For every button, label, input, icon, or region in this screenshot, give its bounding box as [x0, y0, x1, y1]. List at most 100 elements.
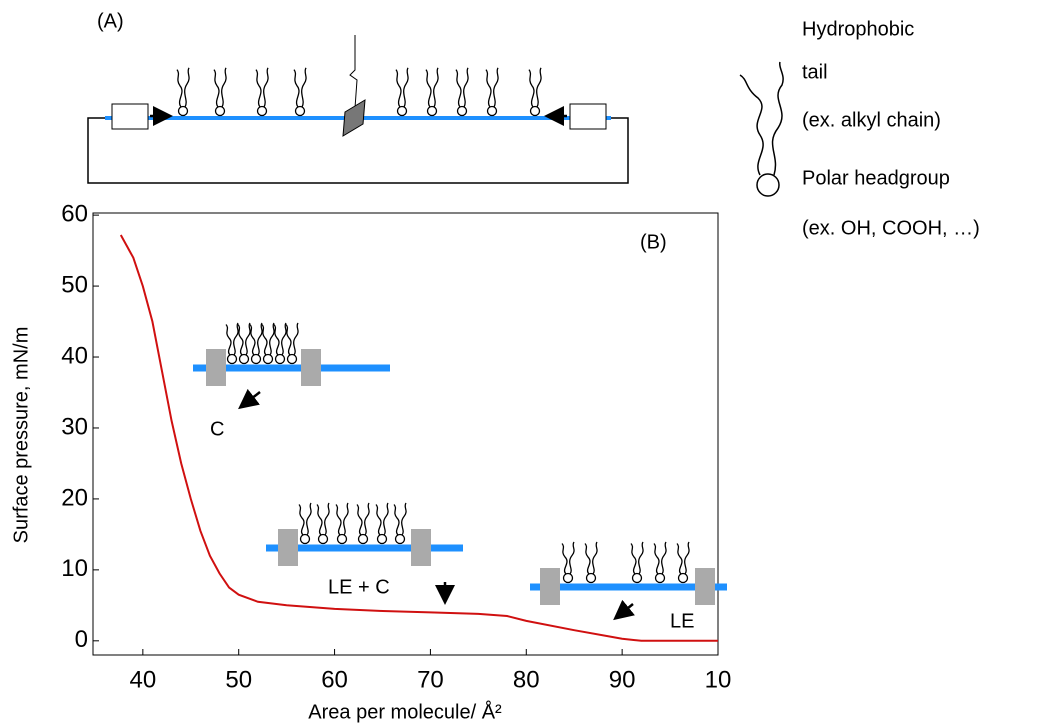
- headgroup: [426, 105, 438, 117]
- tail: [771, 61, 784, 176]
- tail: [375, 504, 382, 536]
- tail: [255, 69, 262, 108]
- legend-text: Hydrophobic: [802, 18, 914, 40]
- insets: [193, 322, 727, 621]
- y-tick-label: 30: [61, 413, 88, 440]
- tail: [569, 541, 575, 575]
- tail: [676, 543, 683, 575]
- tail: [306, 502, 312, 536]
- trough: [87, 117, 629, 184]
- barrier: [569, 103, 607, 130]
- headgroup: [394, 533, 406, 545]
- headgroup: [677, 572, 689, 584]
- tail: [293, 69, 300, 108]
- headgroup: [226, 353, 238, 365]
- panel-label: (A): [97, 10, 124, 32]
- x-tick-label: 70: [417, 666, 444, 693]
- headgroup: [262, 353, 274, 365]
- headgroup: [299, 533, 311, 545]
- tail: [316, 504, 323, 536]
- x-axis-label: Area per molecule/ Å²: [308, 700, 502, 723]
- tail: [298, 504, 305, 536]
- barrier: [278, 529, 298, 566]
- tail: [356, 504, 363, 536]
- tail: [301, 67, 307, 108]
- barrier: [695, 568, 715, 605]
- y-tick-label: 50: [61, 271, 88, 298]
- tail: [433, 67, 439, 108]
- tail: [661, 541, 667, 575]
- x-tick-label: 90: [609, 666, 636, 693]
- legend-text: tail: [802, 61, 828, 83]
- tail: [273, 324, 280, 356]
- headgroup: [250, 353, 262, 365]
- wire: [349, 35, 358, 109]
- headgroup: [529, 105, 541, 117]
- tail: [281, 322, 287, 356]
- tail: [592, 541, 598, 575]
- tail: [269, 322, 275, 356]
- headgroup: [456, 105, 468, 117]
- tail: [403, 67, 409, 108]
- headgroup: [562, 572, 574, 584]
- tail: [213, 69, 220, 108]
- annotation: LE: [670, 610, 694, 632]
- tail: [455, 69, 462, 108]
- tail: [393, 504, 400, 536]
- tail: [293, 322, 299, 356]
- x-tick-label: 50: [225, 666, 252, 693]
- tail: [383, 502, 389, 536]
- x-tick-label: 60: [321, 666, 348, 693]
- tail: [343, 502, 349, 536]
- tail: [257, 322, 263, 356]
- headgroup: [631, 572, 643, 584]
- y-tick-label: 0: [75, 626, 88, 653]
- headgroup: [357, 533, 369, 545]
- headgroup: [756, 173, 780, 197]
- headgroup: [256, 105, 268, 117]
- tail: [638, 541, 644, 575]
- tail: [485, 69, 492, 108]
- panel-label: (B): [640, 231, 667, 253]
- y-tick-label: 20: [61, 484, 88, 511]
- tail: [630, 543, 637, 575]
- tail: [463, 67, 469, 108]
- annotation: LE + C: [328, 576, 390, 598]
- tail: [425, 69, 432, 108]
- tail: [237, 324, 244, 356]
- trough-diagram: (A): [87, 10, 629, 184]
- tail: [261, 324, 268, 356]
- tail: [493, 67, 499, 108]
- headgroup: [238, 353, 250, 365]
- barrier: [411, 529, 431, 566]
- x-tick-label: 80: [513, 666, 540, 693]
- tail: [584, 543, 591, 575]
- tail: [285, 324, 292, 356]
- headgroup: [214, 105, 226, 117]
- y-tick-label: 60: [61, 200, 88, 227]
- isotherm-line: [119, 234, 718, 642]
- headgroup: [294, 105, 306, 117]
- tail: [528, 69, 535, 108]
- y-tick-label: 10: [61, 555, 88, 582]
- x-tick-label: 40: [129, 666, 156, 693]
- tail: [184, 67, 190, 108]
- barrier: [206, 349, 226, 386]
- tail: [684, 541, 690, 575]
- tail: [225, 324, 232, 356]
- tail: [221, 67, 227, 108]
- tail: [263, 67, 269, 108]
- barrier: [111, 103, 149, 130]
- y-axis-label: Surface pressure, mN/m: [10, 327, 32, 544]
- headgroup: [376, 533, 388, 545]
- legend-text: Polar headgroup: [802, 167, 950, 189]
- legend-molecule: [739, 61, 784, 197]
- headgroup: [317, 533, 329, 545]
- tail: [335, 504, 342, 536]
- headgroup: [486, 105, 498, 117]
- wilhelmy-plate: [342, 99, 366, 137]
- headgroup: [336, 533, 348, 545]
- arrow: [613, 599, 635, 621]
- tail: [536, 67, 542, 108]
- arrow: [238, 388, 261, 410]
